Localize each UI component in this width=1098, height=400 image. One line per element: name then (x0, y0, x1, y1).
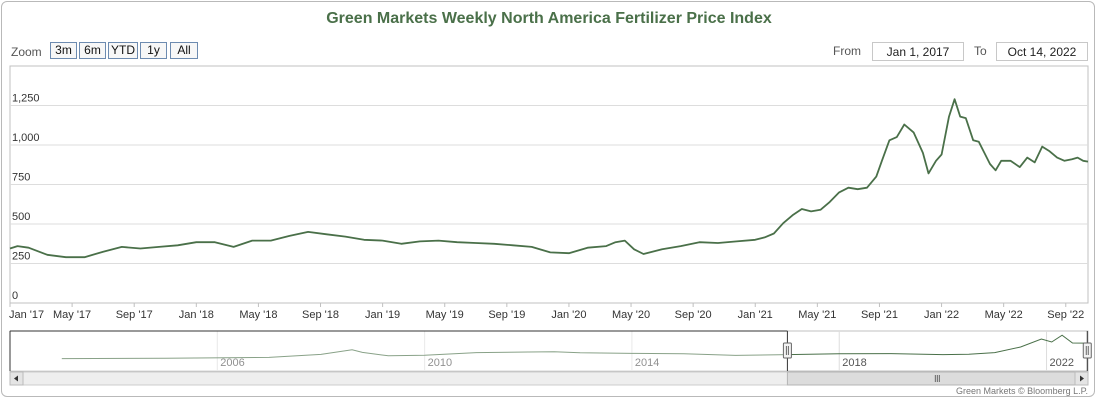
navigator-year-label: 2010 (428, 357, 452, 369)
scroll-left-arrow-icon (14, 375, 18, 382)
zoom-1y-button[interactable]: 1y (140, 42, 167, 59)
navigator-year-label: 2014 (635, 357, 659, 369)
x-tick-label: Jan '18 (179, 309, 214, 321)
y-tick-label: 250 (12, 251, 30, 263)
zoom-6m-button[interactable]: 6m (79, 42, 106, 59)
y-tick-label: 750 (12, 172, 30, 184)
x-tick-label: Jan '22 (924, 309, 959, 321)
y-tick-label: 1,000 (12, 132, 40, 144)
x-tick-label: Jan '20 (551, 309, 586, 321)
to-label: To (974, 44, 987, 58)
from-date-input[interactable] (872, 42, 964, 61)
x-tick-label: Jan '17 (9, 309, 44, 321)
x-tick-label: May '17 (53, 309, 91, 321)
x-tick-label: May '20 (612, 309, 650, 321)
x-tick-label: May '22 (985, 309, 1023, 321)
series-line (9, 98, 1089, 259)
navigator-handle-right[interactable] (1082, 342, 1092, 359)
navigator-year-label: 2006 (220, 357, 244, 369)
navigator-year-label: 2018 (842, 357, 866, 369)
x-tick-label: Sep '20 (675, 309, 712, 321)
x-tick-label: Sep '19 (488, 309, 525, 321)
x-tick-label: Jan '19 (365, 309, 400, 321)
credit-text: Green Markets © Bloomberg L.P. (955, 386, 1088, 396)
zoom-label: Zoom (11, 45, 42, 59)
x-tick-label: Sep '22 (1047, 309, 1084, 321)
to-date-input[interactable] (996, 42, 1088, 61)
navigator-year-label: 2022 (1050, 357, 1074, 369)
chart-title: Green Markets Weekly North America Ferti… (326, 10, 772, 27)
navigator-mask-left (10, 331, 788, 371)
from-label: From (833, 44, 861, 58)
x-tick-label: Sep '18 (302, 309, 339, 321)
x-tick-label: May '19 (426, 309, 464, 321)
x-tick-label: May '21 (798, 309, 836, 321)
y-tick-label: 1,250 (12, 93, 40, 105)
x-tick-label: Jan '21 (738, 309, 773, 321)
navigator-box (9, 330, 1089, 372)
y-tick-label: 500 (12, 211, 30, 223)
zoom-3m-button[interactable]: 3m (50, 42, 77, 59)
zoom-all-button[interactable]: All (170, 42, 198, 59)
x-tick-label: Sep '21 (861, 309, 898, 321)
navigator-handle-left[interactable] (782, 342, 792, 359)
x-tick-label: May '18 (239, 309, 277, 321)
scroll-right-arrow-icon (1080, 375, 1084, 382)
zoom-ytd-button[interactable]: YTD (108, 42, 138, 59)
navigator-series-line (61, 334, 1089, 360)
y-tick-label: 0 (12, 290, 18, 302)
x-tick-label: Sep '17 (116, 309, 153, 321)
